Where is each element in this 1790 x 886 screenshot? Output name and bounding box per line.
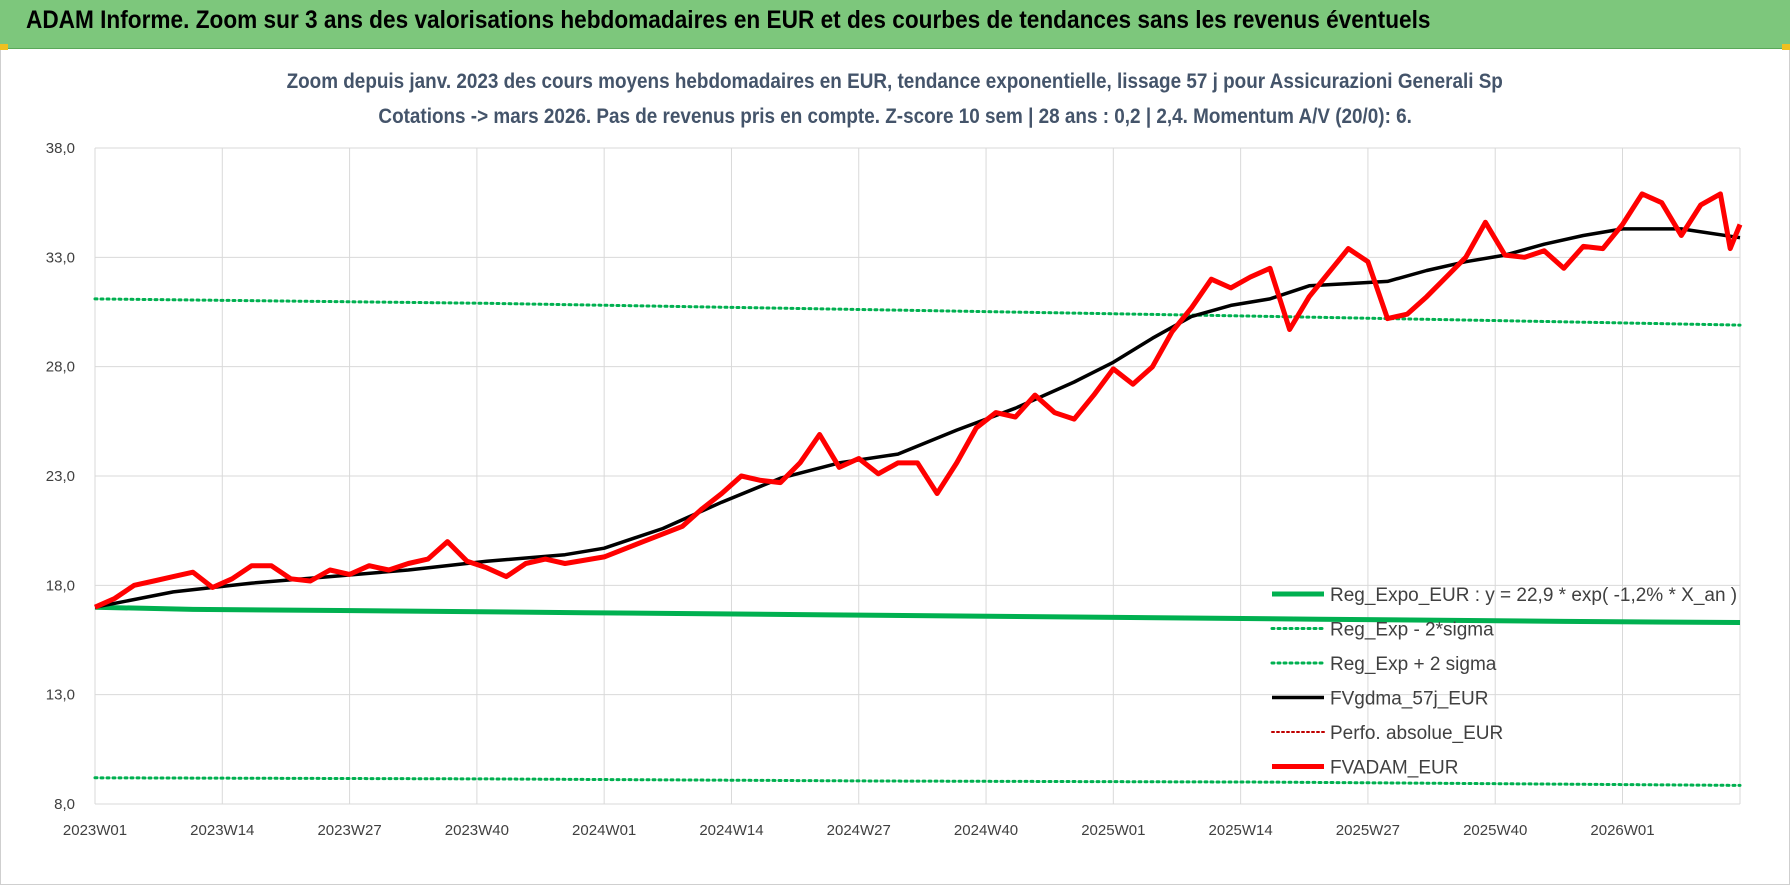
x-tick-label: 2025W01 — [1081, 822, 1145, 839]
y-tick-label: 8,0 — [54, 796, 75, 813]
x-tick-label: 2023W14 — [190, 822, 254, 839]
y-tick-label: 33,0 — [46, 249, 75, 266]
chart-title: Zoom depuis janv. 2023 des cours moyens … — [0, 70, 1790, 94]
x-tick-label: 2024W01 — [572, 822, 636, 839]
y-tick-label: 28,0 — [46, 359, 75, 376]
legend-label: FVgdma_57j_EUR — [1330, 689, 1488, 710]
legend-label: Reg_Exp - 2*sigma — [1330, 620, 1494, 641]
x-tick-label: 2025W27 — [1336, 822, 1400, 839]
frame-corner-marker — [1782, 44, 1790, 50]
y-tick-label: 13,0 — [46, 687, 75, 704]
y-tick-label: 38,0 — [46, 140, 75, 157]
report-banner: ADAM Informe. Zoom sur 3 ans des valoris… — [0, 0, 1790, 49]
x-tick-label: 2025W14 — [1209, 822, 1273, 839]
report-title: ADAM Informe. Zoom sur 3 ans des valoris… — [26, 6, 1431, 34]
x-tick-label: 2024W27 — [827, 822, 891, 839]
x-tick-label: 2026W01 — [1590, 822, 1654, 839]
series-line-3 — [93, 297, 1742, 327]
y-tick-label: 23,0 — [46, 468, 75, 485]
y-tick-label: 18,0 — [46, 577, 75, 594]
legend-label: Perfo. absolue_EUR — [1330, 723, 1503, 744]
chart-subtitle: Cotations -> mars 2026. Pas de revenus p… — [0, 105, 1790, 129]
chart-title-text: Zoom depuis janv. 2023 des cours moyens … — [286, 70, 1504, 93]
x-tick-label: 2024W14 — [699, 822, 763, 839]
x-tick-label: 2025W40 — [1463, 822, 1527, 839]
legend-label: FVADAM_EUR — [1330, 758, 1458, 779]
legend-label: Reg_Exp + 2 sigma — [1330, 654, 1497, 675]
series-line-2 — [93, 776, 1742, 787]
x-tick-label: 2024W40 — [954, 822, 1018, 839]
chart-subtitle-text: Cotations -> mars 2026. Pas de revenus p… — [378, 105, 1412, 128]
series-line-1 — [94, 604, 1741, 625]
legend-label: Reg_Expo_EUR : y = 22,9 * exp( -1,2% * X… — [1330, 585, 1737, 606]
series-line-4 — [94, 227, 1741, 609]
frame-corner-marker — [0, 44, 8, 50]
series-line-6 — [93, 191, 1743, 610]
x-tick-label: 2023W27 — [317, 822, 381, 839]
x-tick-label: 2023W40 — [445, 822, 509, 839]
x-tick-label: 2023W01 — [63, 822, 127, 839]
